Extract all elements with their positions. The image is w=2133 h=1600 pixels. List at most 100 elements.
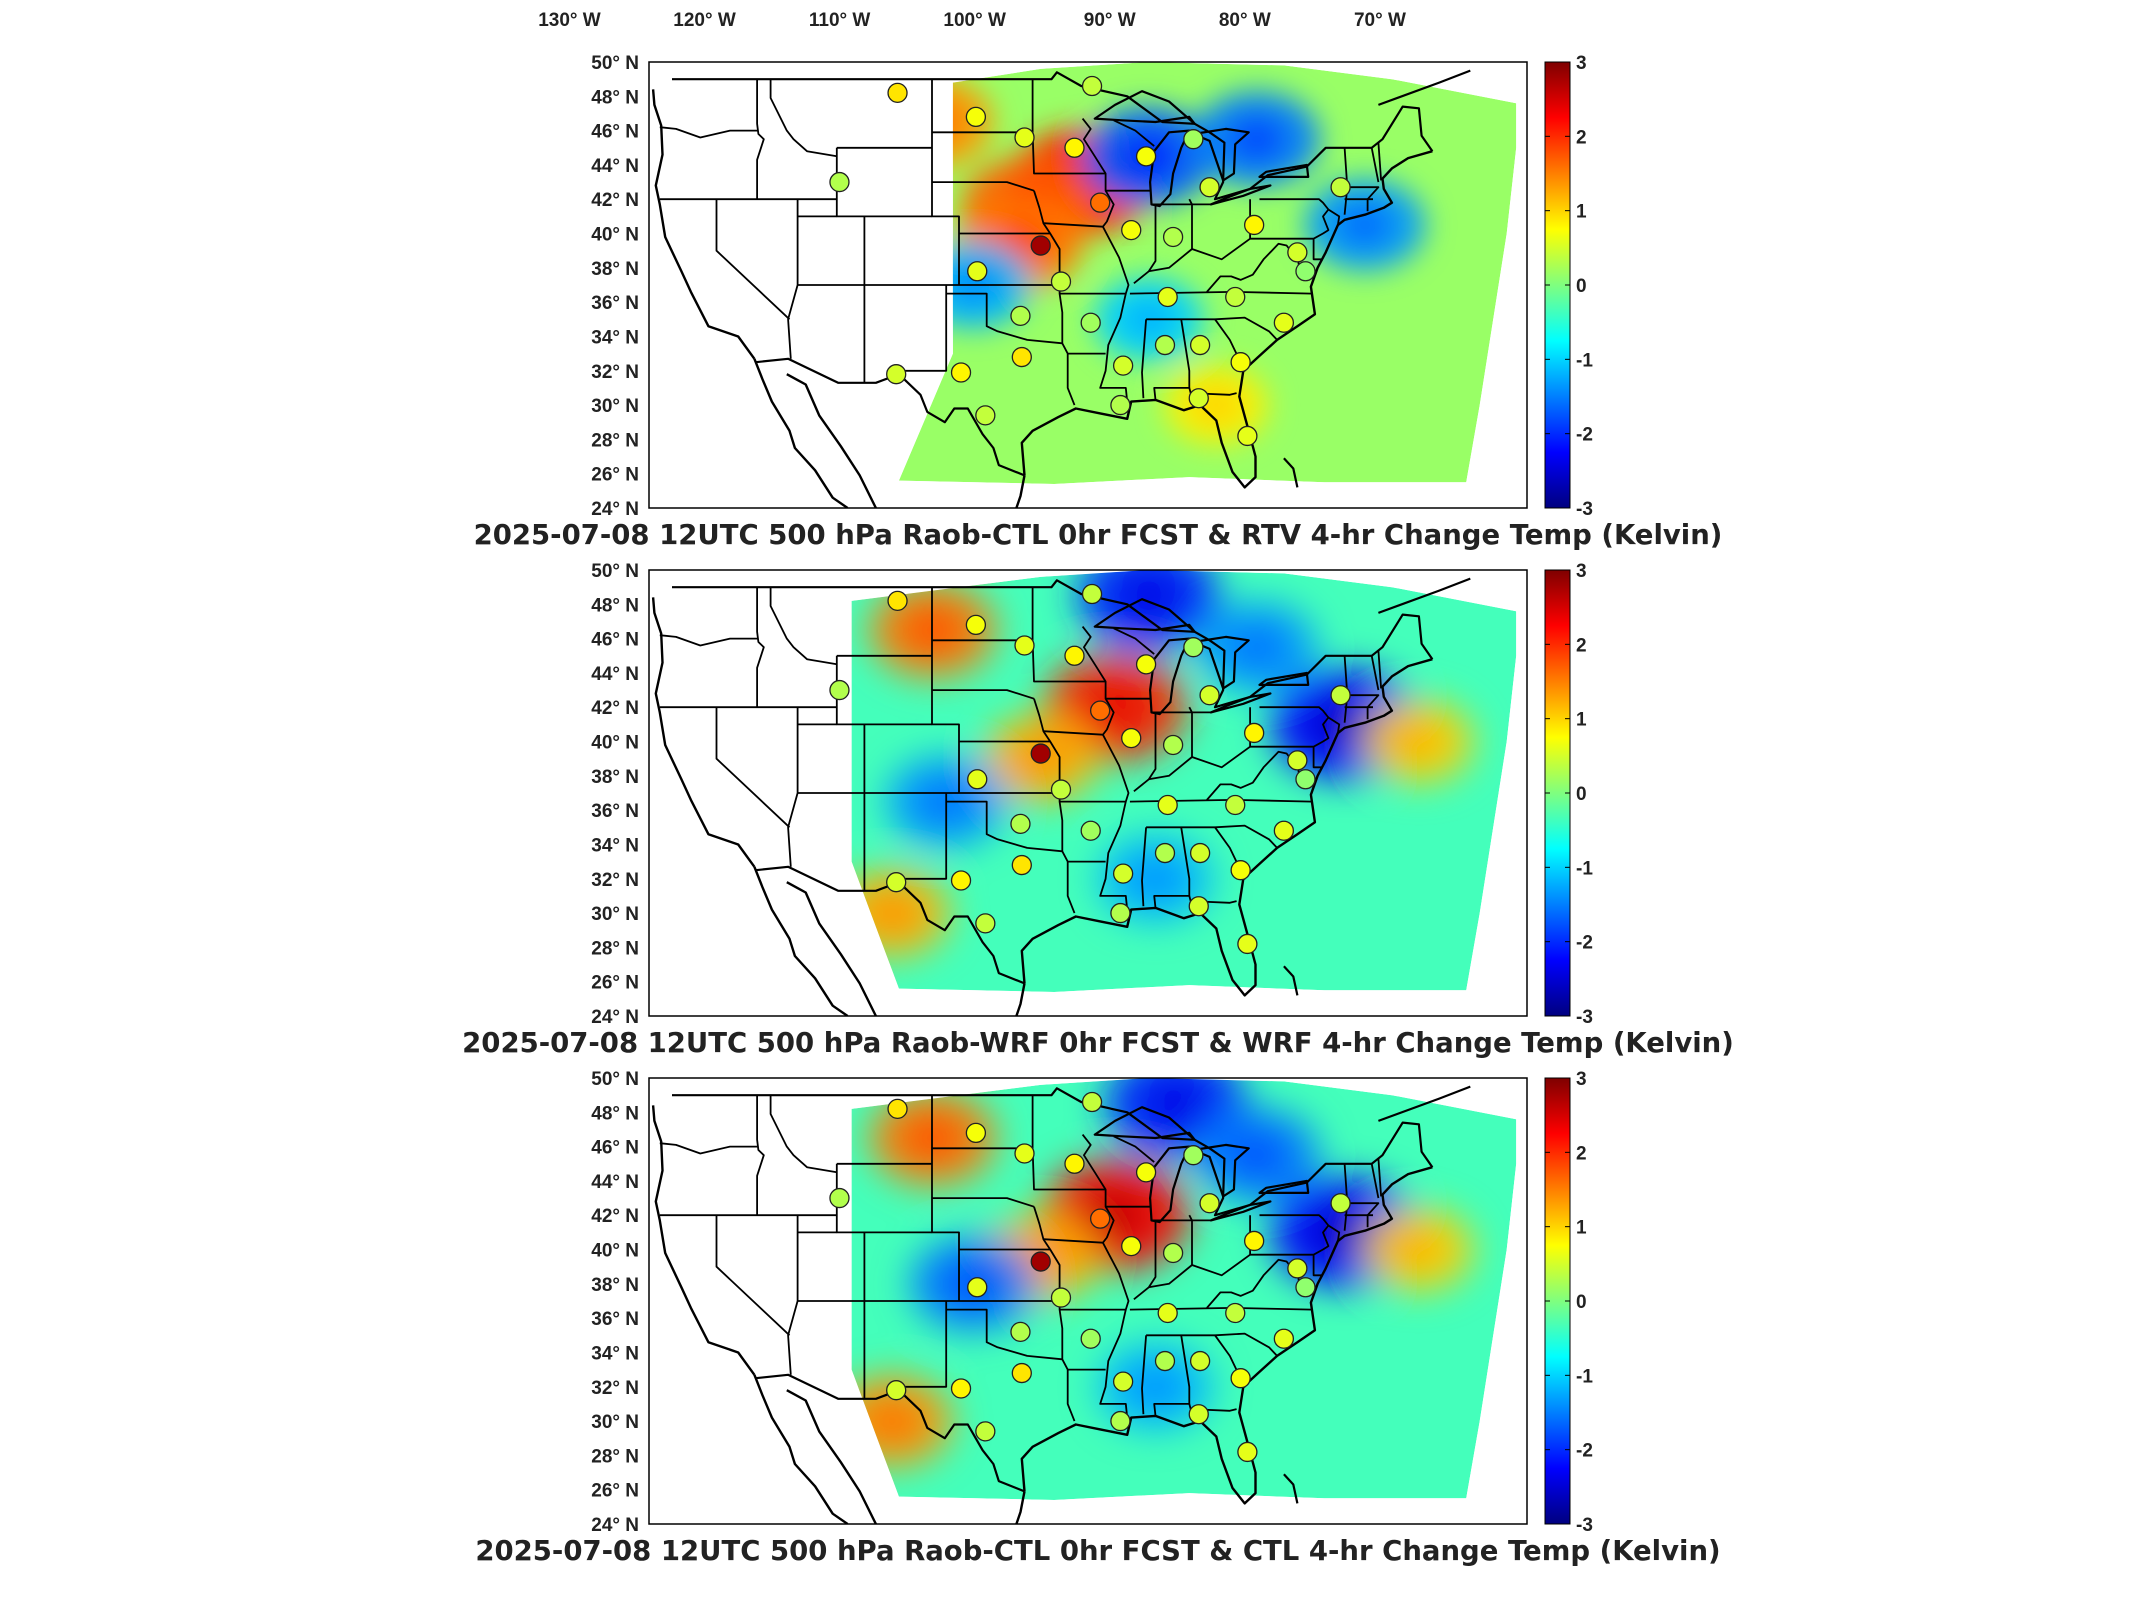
raob-station-marker (1230, 860, 1251, 881)
latitude-label: 50° N (591, 561, 639, 582)
state-border (1081, 118, 1130, 402)
raob-station-marker (975, 913, 996, 934)
colorbar-tick-label: -3 (1576, 1007, 1593, 1028)
longitude-label: 80° W (1219, 10, 1271, 31)
latitude-label: 40° N (591, 1241, 639, 1262)
colorbar-tick-label: -1 (1576, 350, 1593, 371)
latitude-axis-labels: 50° N 48° N 46° N 44° N 42° N 40° N 38° N 36° N… (591, 53, 639, 520)
raob-station-marker (1183, 129, 1204, 150)
raob-station-marker (1090, 1208, 1111, 1229)
raob-station-marker (1030, 1251, 1051, 1272)
raob-station-marker (1050, 1287, 1072, 1308)
raob-station-marker (1154, 334, 1176, 356)
state-border (1146, 824, 1278, 849)
latitude-label: 38° N (591, 259, 639, 280)
colorbar-tick-label: 2 (1576, 127, 1587, 148)
raob-station-marker (950, 1378, 972, 1399)
raob-station-marker (1162, 226, 1184, 248)
great-lake (1192, 635, 1250, 690)
raob-station-marker (965, 106, 987, 128)
raob-station-marker (1287, 1258, 1308, 1279)
latitude-label: 36° N (591, 293, 639, 314)
colorbar: 3 2 1 0 -1 -2 -3 (1544, 561, 1593, 1028)
raob-station-marker (1121, 1235, 1142, 1257)
raob-station-marker (1237, 933, 1258, 955)
latitude-label: 38° N (591, 767, 639, 788)
colorbar-tick-label: -3 (1576, 499, 1593, 520)
state-border (1043, 1238, 1103, 1244)
latitude-label: 44° N (591, 664, 639, 685)
panel-title: 2025-07-08 12UTC 500 hPa Raob-CTL 0hr FC… (475, 1535, 1720, 1567)
state-border (1377, 1158, 1382, 1197)
state-border (1113, 627, 1155, 655)
state-border (1188, 895, 1237, 904)
state-border (1312, 746, 1323, 769)
map-frame (648, 569, 1528, 1017)
raob-station-marker (1199, 685, 1220, 706)
field-anomaly-core (1129, 858, 1182, 899)
latitude-label: 48° N (591, 595, 639, 616)
raob-station-marker (1064, 645, 1085, 666)
raob-station-marker (1230, 352, 1251, 373)
state-border (1377, 650, 1382, 689)
raob-station-marker (1135, 654, 1157, 675)
state-border (787, 199, 799, 359)
colorbar-tick-label: 1 (1576, 1218, 1587, 1239)
latitude-label: 26° N (591, 1481, 639, 1502)
raob-station-marker (887, 1098, 908, 1120)
coastline (1020, 1166, 1433, 1505)
state-border (897, 285, 948, 372)
field-anomaly-core (1337, 204, 1393, 246)
coastline (753, 866, 849, 1016)
state-border (1370, 147, 1380, 183)
raob-station-marker (1287, 242, 1308, 263)
raob-station-marker (1157, 286, 1178, 308)
raob-station-marker (967, 769, 988, 790)
raob-station-marker (1090, 192, 1111, 213)
raob-station-marker (975, 405, 996, 426)
latitude-label: 48° N (591, 1103, 639, 1124)
raob-station-marker (1010, 813, 1031, 835)
coastline (1015, 1491, 1026, 1524)
state-border (1141, 1335, 1147, 1415)
latitude-label: 30° N (591, 1412, 639, 1433)
raob-station-marker (1014, 635, 1035, 656)
state-border (1347, 1202, 1380, 1228)
raob-stations (829, 1091, 1351, 1463)
raob-station-marker (1112, 1371, 1134, 1392)
raob-station-marker (950, 362, 972, 383)
state-border (1043, 730, 1103, 736)
raob-station-marker (1330, 177, 1351, 198)
coastline (786, 373, 877, 508)
great-lake (1258, 1179, 1310, 1195)
latitude-label: 44° N (591, 1172, 639, 1193)
latitude-label: 28° N (591, 430, 639, 451)
raob-station-marker (829, 1187, 850, 1209)
state-border (1249, 199, 1341, 240)
latitude-label: 24° N (591, 499, 639, 520)
longitude-label: 120° W (673, 10, 736, 31)
latitude-label: 32° N (591, 362, 639, 383)
great-lake (1258, 163, 1310, 178)
raob-station-marker (1081, 1091, 1103, 1113)
colorbar-tick-label: 3 (1576, 1069, 1587, 1090)
latitude-label: 24° N (591, 1515, 639, 1536)
state-border (787, 1215, 799, 1375)
state-border (897, 793, 948, 880)
raob-station-marker (1189, 334, 1211, 356)
raob-station-marker (1183, 1145, 1204, 1166)
raob-station-marker (1237, 425, 1258, 447)
colorbar-tick-label: -1 (1576, 1366, 1593, 1387)
state-border (932, 1197, 1035, 1208)
state-border (1113, 1135, 1155, 1163)
panels: 50° N 48° N 46° N 44° N 42° N 40° N 38° N 36° N… (462, 53, 1734, 1567)
raob-station-marker (1225, 286, 1246, 308)
latitude-label: 46° N (591, 630, 639, 651)
raob-station-marker (1112, 355, 1134, 376)
colorbar-tick-label: -2 (1576, 1441, 1593, 1462)
raob-station-marker (1243, 1230, 1265, 1252)
state-border (1043, 222, 1103, 228)
raob-station-marker (1135, 1162, 1157, 1183)
temperature-field (851, 1078, 1517, 1500)
